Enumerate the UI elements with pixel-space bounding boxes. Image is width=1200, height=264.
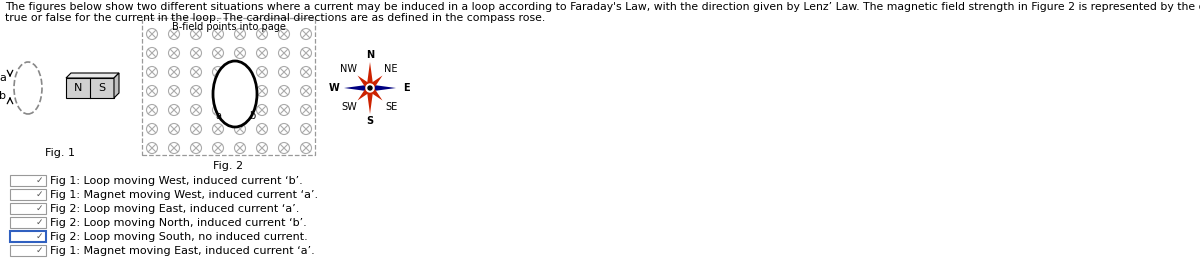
Text: SW: SW (341, 102, 356, 112)
Text: NE: NE (384, 64, 398, 74)
Polygon shape (114, 73, 119, 98)
Text: ✓: ✓ (36, 204, 43, 213)
Bar (10, 245, 46, 256)
Polygon shape (66, 73, 119, 78)
Polygon shape (358, 76, 372, 91)
Text: W: W (329, 83, 340, 93)
Polygon shape (366, 88, 373, 114)
Text: SE: SE (385, 102, 397, 112)
Text: b: b (248, 111, 256, 121)
Text: S: S (98, 83, 106, 93)
Bar (66, 78, 114, 98)
Polygon shape (366, 62, 373, 88)
Text: The figures below show two different situations where a current may be induced i: The figures below show two different sit… (5, 2, 1200, 12)
Polygon shape (367, 86, 383, 101)
Text: Fig 1: Loop moving West, induced current ‘b’.: Fig 1: Loop moving West, induced current… (50, 176, 302, 186)
Text: B-field points into page: B-field points into page (172, 22, 286, 32)
Text: Fig 2: Loop moving East, induced current ‘a’.: Fig 2: Loop moving East, induced current… (50, 204, 299, 214)
Text: NW: NW (341, 64, 358, 74)
Text: S: S (366, 116, 373, 126)
Text: ✓: ✓ (36, 232, 43, 241)
Ellipse shape (214, 61, 257, 127)
Bar (10, 231, 46, 242)
Text: Fig. 1: Fig. 1 (46, 148, 74, 158)
Polygon shape (367, 76, 383, 91)
Text: E: E (403, 83, 409, 93)
Text: ✓: ✓ (36, 176, 43, 185)
Text: a: a (215, 111, 221, 121)
Circle shape (366, 84, 374, 92)
Circle shape (368, 86, 372, 90)
Text: Fig 1: Magnet moving West, induced current ‘a’.: Fig 1: Magnet moving West, induced curre… (50, 190, 318, 200)
Text: ✓: ✓ (36, 218, 43, 227)
Text: ✓: ✓ (36, 246, 43, 255)
Polygon shape (370, 84, 396, 92)
Text: Fig 2: Loop moving South, no induced current.: Fig 2: Loop moving South, no induced cur… (50, 232, 307, 242)
Polygon shape (344, 84, 370, 92)
Bar (10, 203, 46, 214)
Bar (10, 175, 46, 186)
Text: a: a (0, 73, 6, 83)
Text: Fig. 2: Fig. 2 (214, 161, 244, 171)
Text: true or false for the current in the loop. The cardinal directions are as define: true or false for the current in the loo… (5, 13, 545, 23)
Bar (10, 217, 46, 228)
Text: N: N (366, 50, 374, 60)
Text: Fig 1: Magnet moving East, induced current ‘a’.: Fig 1: Magnet moving East, induced curre… (50, 246, 314, 256)
Text: ✓: ✓ (36, 190, 43, 199)
Text: b: b (0, 91, 6, 101)
Bar (142, 18, 314, 155)
Text: Fig 2: Loop moving North, induced current ‘b’.: Fig 2: Loop moving North, induced curren… (50, 218, 307, 228)
Bar (10, 189, 46, 200)
Polygon shape (358, 86, 372, 101)
Text: N: N (74, 83, 82, 93)
